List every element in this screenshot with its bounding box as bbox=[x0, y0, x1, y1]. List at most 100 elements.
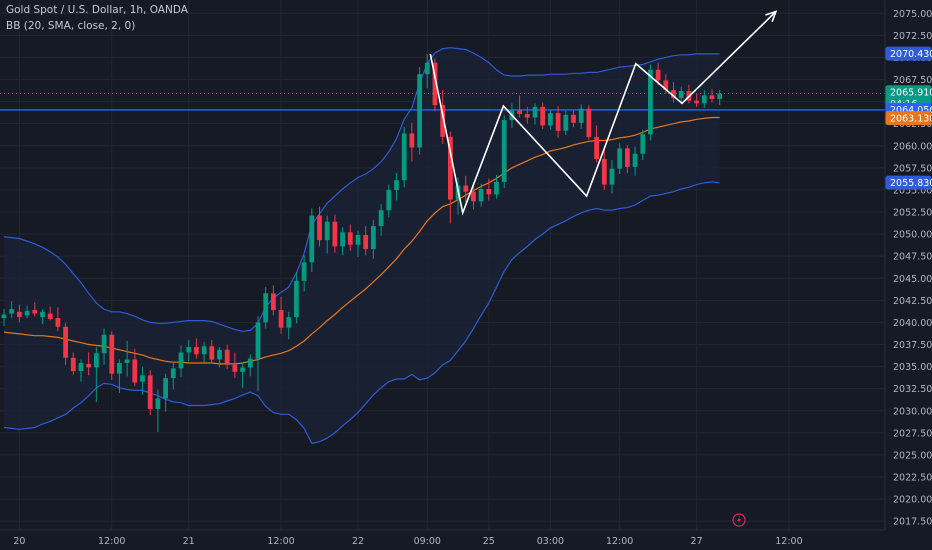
candle-body bbox=[124, 359, 130, 363]
lightning-icon-ring bbox=[732, 513, 746, 527]
candle-body bbox=[309, 215, 315, 263]
candle-body bbox=[594, 136, 599, 159]
candle-body bbox=[332, 221, 338, 247]
candle-body bbox=[463, 185, 469, 192]
y-tick-label: 2072.500 bbox=[893, 31, 932, 42]
candle-body bbox=[448, 136, 453, 200]
candle-body bbox=[263, 293, 269, 323]
candle-body bbox=[163, 378, 168, 399]
candle-body bbox=[548, 113, 553, 126]
candle-body bbox=[101, 334, 107, 354]
candle-body bbox=[632, 153, 638, 167]
candles[interactable] bbox=[1, 53, 723, 432]
candle-body bbox=[540, 106, 546, 126]
candle-body bbox=[617, 148, 623, 169]
candle-body bbox=[271, 293, 276, 311]
lightning-icon[interactable] bbox=[732, 513, 746, 527]
candle-body bbox=[217, 349, 222, 360]
lightning-icon-bolt bbox=[737, 516, 741, 524]
candle-body bbox=[70, 357, 76, 372]
price-tag bbox=[885, 111, 932, 126]
indicator-title[interactable]: BB (20, SMA, close, 2, 0) bbox=[6, 20, 136, 32]
candle-body bbox=[278, 310, 284, 328]
y-tick-label: 2020.000 bbox=[893, 495, 932, 506]
x-tick-label: 12:00 bbox=[98, 536, 125, 547]
candle-body bbox=[94, 353, 99, 368]
zigzag-drawing[interactable] bbox=[429, 10, 778, 216]
candle-body bbox=[109, 334, 115, 374]
candle-body bbox=[78, 363, 84, 371]
candle-body bbox=[640, 134, 646, 154]
candle-body bbox=[424, 62, 430, 75]
x-tick-label: 22 bbox=[352, 536, 364, 547]
candle-body bbox=[317, 215, 322, 241]
candle-body bbox=[232, 364, 238, 372]
symbol-title[interactable]: Gold Spot / U.S. Dollar, 1h, OANDA bbox=[6, 4, 188, 16]
candle-body bbox=[478, 189, 484, 202]
candle-body bbox=[355, 235, 361, 245]
candle-body bbox=[294, 280, 299, 318]
candle-body bbox=[609, 168, 615, 185]
bollinger-bands bbox=[3, 47, 720, 445]
candle-body bbox=[340, 232, 345, 247]
y-tick-label: 2052.500 bbox=[893, 208, 932, 219]
candle-body bbox=[517, 110, 522, 114]
y-tick-label: 2030.000 bbox=[893, 406, 932, 417]
y-tick-label: 2047.500 bbox=[893, 252, 932, 263]
candle-body bbox=[494, 182, 499, 195]
candle-body bbox=[201, 346, 207, 355]
candle-body bbox=[524, 114, 530, 118]
y-tick-label: 2027.500 bbox=[893, 428, 932, 439]
x-tick-label: 12:00 bbox=[606, 536, 633, 547]
candle-body bbox=[601, 159, 607, 185]
price-axis[interactable]: 2075.0002072.5002070.0002067.5002065.000… bbox=[884, 0, 932, 530]
price-tag-value: 2070.430 bbox=[890, 49, 932, 60]
candle-body bbox=[155, 398, 161, 409]
candle-body bbox=[709, 95, 715, 99]
bb-upper-line bbox=[3, 47, 720, 332]
candle-body bbox=[1, 314, 7, 318]
candle-body bbox=[32, 310, 38, 314]
y-tick-label: 2045.000 bbox=[893, 274, 932, 285]
candle-body bbox=[371, 226, 376, 250]
y-tick-label: 2067.500 bbox=[893, 75, 932, 86]
candle-body bbox=[132, 359, 138, 383]
candle-body bbox=[140, 375, 145, 382]
candle-body bbox=[625, 148, 630, 167]
price-tag bbox=[885, 175, 932, 190]
price-tag-value: 2055.830 bbox=[890, 178, 932, 189]
candle-body bbox=[386, 189, 392, 211]
candle-body bbox=[170, 368, 176, 379]
candle-body bbox=[532, 106, 538, 118]
time-axis[interactable]: 20 12:00 21 12:00 22 09:00 25 03:00 12:00 27 12:00 bbox=[0, 529, 885, 547]
x-tick-label: 03:00 bbox=[537, 536, 564, 547]
price-tag bbox=[885, 46, 932, 61]
y-tick-label: 2050.000 bbox=[893, 230, 932, 241]
candle-body bbox=[240, 367, 245, 372]
candle-body bbox=[147, 375, 153, 409]
candle-body bbox=[55, 318, 61, 327]
price-tag-value: 2063.130 bbox=[890, 113, 932, 124]
candle-body bbox=[655, 69, 661, 81]
zigzag-path bbox=[429, 10, 777, 216]
candle-body bbox=[63, 326, 68, 358]
candle-body bbox=[671, 90, 676, 99]
candle-body bbox=[501, 120, 507, 182]
candle-body bbox=[471, 191, 476, 202]
y-tick-label: 2060.000 bbox=[893, 141, 932, 152]
candle-body bbox=[586, 108, 592, 137]
candle-body bbox=[363, 235, 369, 250]
candle-body bbox=[178, 352, 184, 369]
x-tick-label: 21 bbox=[183, 536, 195, 547]
candle-body bbox=[486, 189, 492, 195]
candle-body bbox=[117, 363, 122, 374]
x-tick-label: 25 bbox=[483, 536, 495, 547]
x-tick-label: 12:00 bbox=[775, 536, 802, 547]
candle-body bbox=[571, 114, 576, 123]
candle-body bbox=[17, 311, 22, 318]
y-tick-label: 2022.500 bbox=[893, 473, 932, 484]
y-tick-label: 2040.000 bbox=[893, 318, 932, 329]
candle-body bbox=[209, 346, 215, 360]
